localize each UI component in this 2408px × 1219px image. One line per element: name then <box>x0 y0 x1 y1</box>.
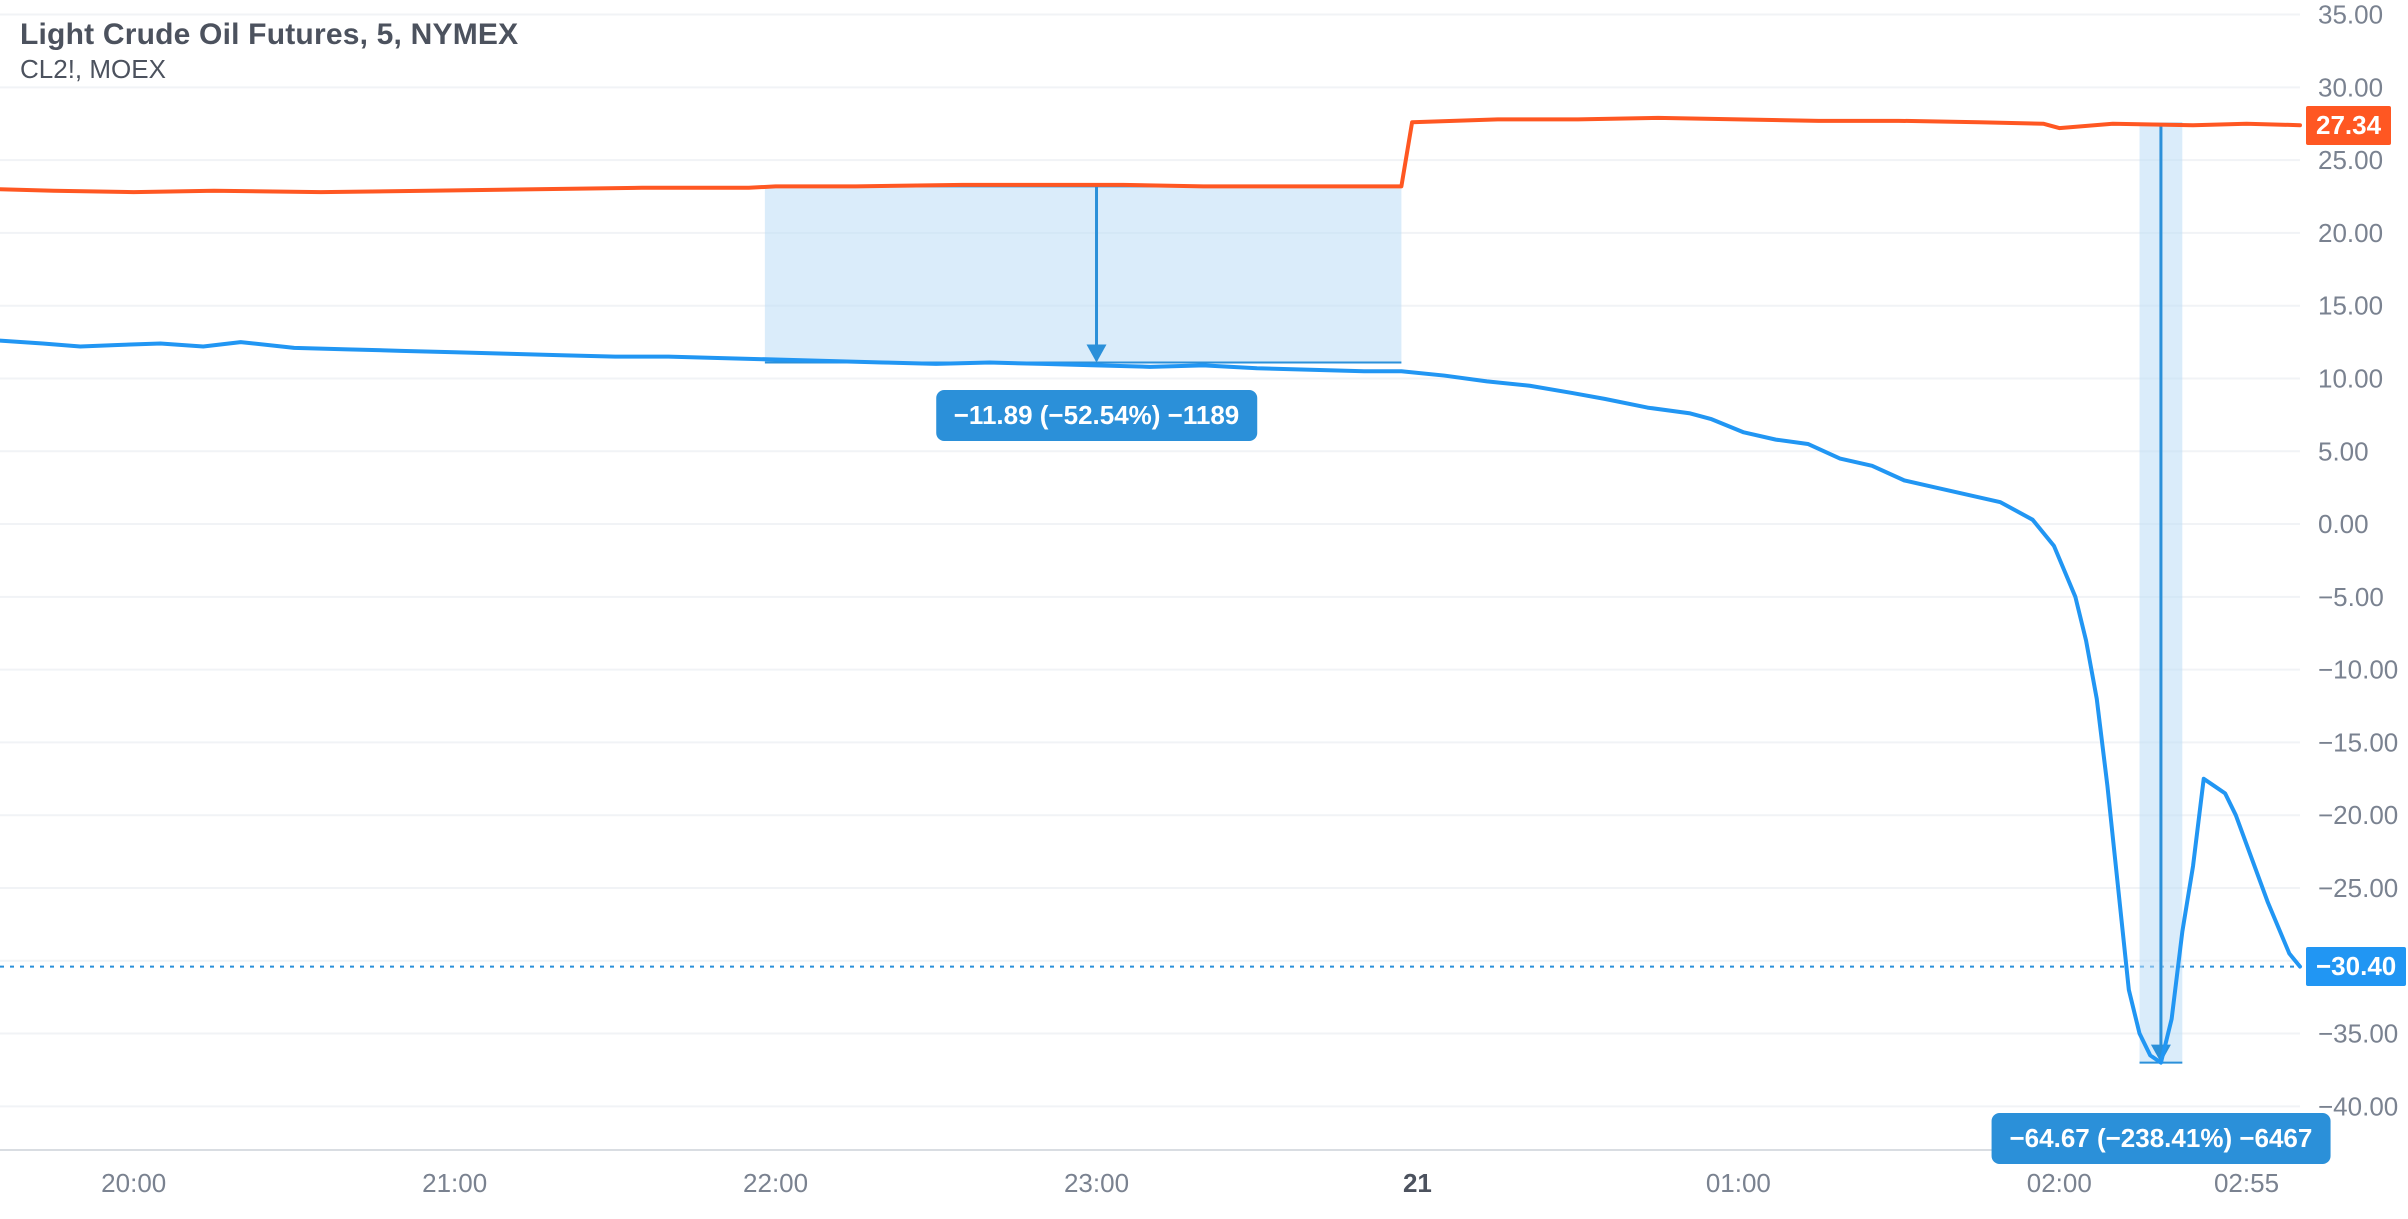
price-series-line <box>0 118 2300 192</box>
x-axis-tick-label: 20:00 <box>101 1168 166 1198</box>
y-axis-tick-label: 25.00 <box>2318 145 2383 175</box>
price-tag-value: 27.34 <box>2316 110 2381 140</box>
x-axis-tick-label: 02:00 <box>2027 1168 2092 1198</box>
x-axis-tick-label: 22:00 <box>743 1168 808 1198</box>
y-axis-tick-label: −15.00 <box>2318 727 2398 757</box>
y-axis-tick-label: 30.00 <box>2318 72 2383 102</box>
y-axis-tick-label: 15.00 <box>2318 291 2383 321</box>
measurement-box[interactable] <box>765 186 1402 362</box>
x-axis-tick-label: 01:00 <box>1706 1168 1771 1198</box>
chart-root: Light Crude Oil Futures, 5, NYMEX CL2!, … <box>0 0 2408 1219</box>
y-axis-tick-label: −10.00 <box>2318 655 2398 685</box>
measurement-label[interactable]: −64.67 (−238.41%) −6467 <box>1991 1113 2330 1164</box>
measurement-label-text: −11.89 (−52.54%) −1189 <box>954 400 1240 430</box>
price-series-line <box>0 341 2300 1063</box>
x-axis-tick-label: 21:00 <box>422 1168 487 1198</box>
chart-subtitle: CL2!, MOEX <box>20 54 518 85</box>
price-tag-series-orange: 27.34 <box>2306 106 2391 145</box>
price-tag-series-blue: −30.40 <box>2306 947 2406 986</box>
y-axis-tick-label: −25.00 <box>2318 873 2398 903</box>
y-axis-tick-label: −35.00 <box>2318 1019 2398 1049</box>
x-axis-tick-label: 21 <box>1403 1168 1432 1198</box>
y-axis-tick-label: −5.00 <box>2318 582 2384 612</box>
y-axis-tick-label: −20.00 <box>2318 800 2398 830</box>
chart-canvas[interactable]: 35.00 30.00 25.00 20.00 15.00 10.00 5.00 0.00 −5… <box>0 0 2408 1219</box>
y-axis-tick-label: −40.00 <box>2318 1091 2398 1121</box>
measurement-label-text: −64.67 (−238.41%) −6467 <box>2009 1123 2312 1153</box>
y-axis-tick-label: 0.00 <box>2318 509 2369 539</box>
y-axis-tick-label: 35.00 <box>2318 0 2383 30</box>
y-axis-tick-label: 20.00 <box>2318 218 2383 248</box>
y-axis-tick-label: 5.00 <box>2318 436 2369 466</box>
measurement-label[interactable]: −11.89 (−52.54%) −1189 <box>936 390 1258 441</box>
x-axis-tick-label: 02:55 <box>2214 1168 2279 1198</box>
chart-title-block: Light Crude Oil Futures, 5, NYMEX CL2!, … <box>20 18 518 85</box>
y-axis-tick-label: 10.00 <box>2318 363 2383 393</box>
price-tag-value: −30.40 <box>2316 951 2396 981</box>
x-axis-tick-label: 23:00 <box>1064 1168 1129 1198</box>
chart-title: Light Crude Oil Futures, 5, NYMEX <box>20 18 518 52</box>
